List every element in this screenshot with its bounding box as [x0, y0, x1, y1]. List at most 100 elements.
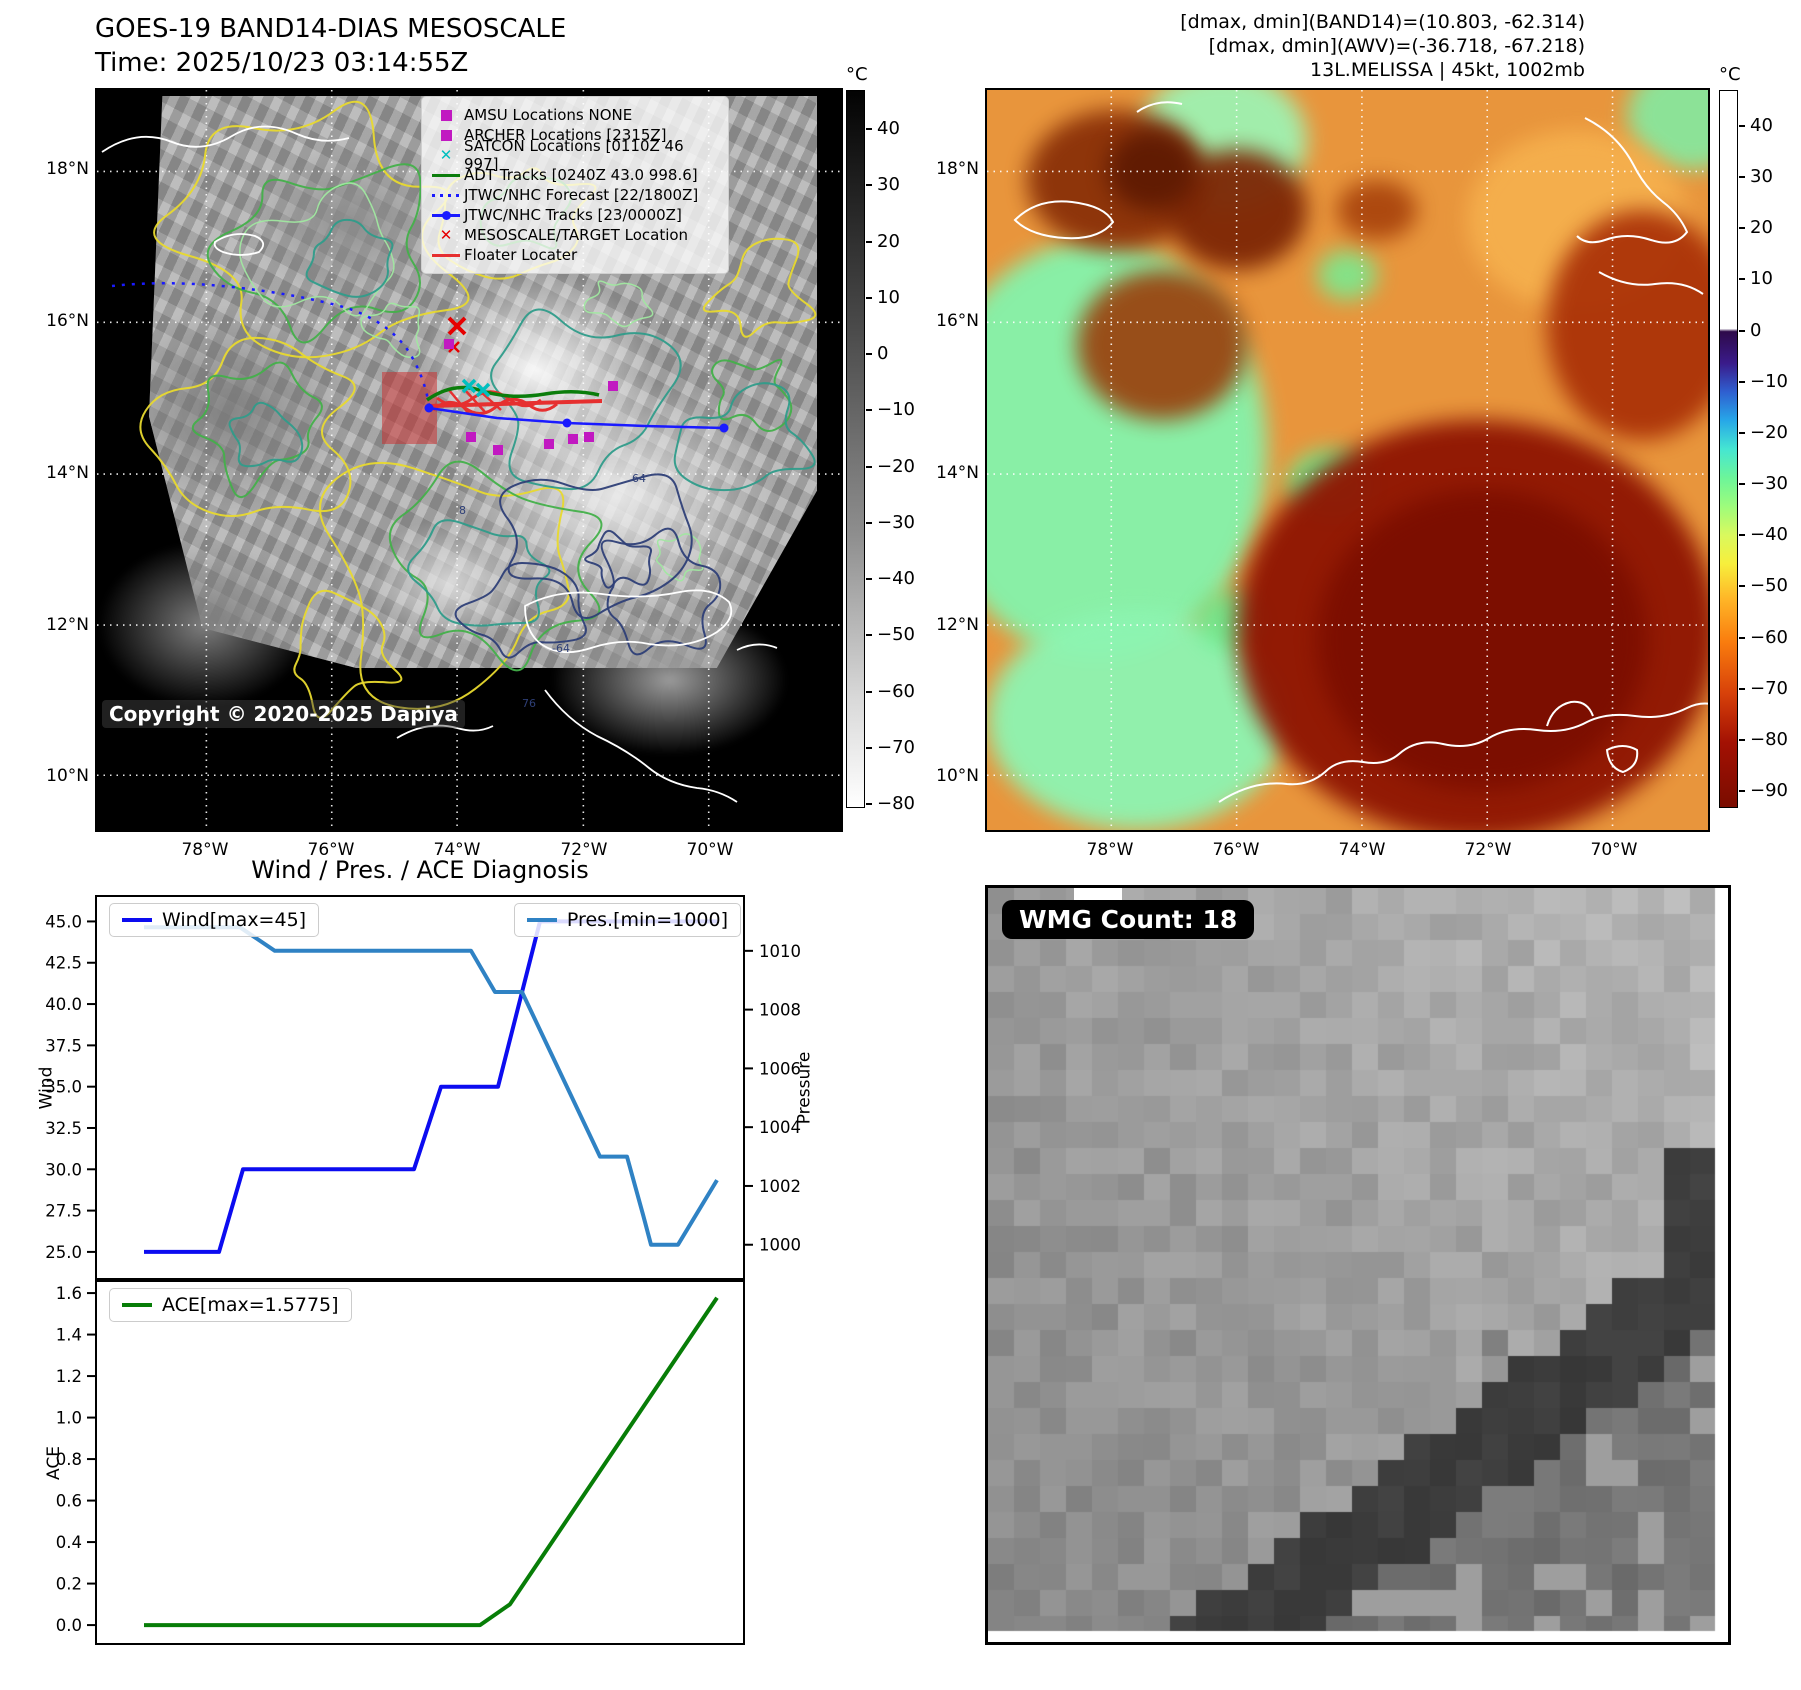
archer-square-marker: [568, 434, 578, 444]
colorbar-tick-label: −20: [1750, 421, 1788, 443]
lat-tick-label: 10°N: [936, 765, 979, 786]
y2-tick-label: 1006: [759, 1059, 801, 1078]
y-tick-label: 0.0: [56, 1616, 82, 1635]
y-tick-label: 0.8: [56, 1450, 82, 1469]
lon-tick-label: 72°W: [560, 840, 608, 860]
header-stats: [dmax, dmin](BAND14)=(10.803, -62.314) […: [900, 10, 1585, 82]
colorbar-tick: [1739, 329, 1745, 332]
contour-label: 76: [522, 697, 536, 710]
y-tick-label: 45.0: [45, 912, 82, 931]
lat-tick-label: 16°N: [46, 310, 89, 331]
colorbar-tick-label: −70: [877, 736, 915, 758]
y-tick-label: 30.0: [45, 1160, 82, 1179]
colorbar-tick: [1739, 380, 1745, 383]
square-legend-marker-icon: [428, 109, 464, 121]
colorbar-tick-label: 30: [1750, 166, 1773, 188]
coastline: [1605, 745, 1639, 774]
contour-label: 8: [459, 504, 466, 517]
contour-line: [655, 533, 704, 582]
x-legend-marker-icon: ✕: [439, 146, 453, 164]
contour-line: [191, 361, 323, 498]
legend-item: ✕ MESOSCALE/TARGET Location: [428, 225, 720, 245]
colorbar-tick-label: −50: [1750, 575, 1788, 597]
colorbar-tick: [866, 578, 872, 580]
colorbar-tick: [1739, 687, 1745, 690]
contour-line: [388, 460, 603, 672]
legend-label: Pres.[min=1000]: [566, 909, 728, 931]
colorbar-tick: [866, 690, 872, 693]
contour-line: [454, 561, 587, 659]
line-legend-marker-icon: [428, 253, 464, 257]
contour-line: [305, 218, 394, 298]
contour-line: [702, 237, 817, 338]
satcon-x-marker: [461, 378, 477, 394]
chart-legend: Wind[max=45]: [109, 903, 320, 937]
y2-tick-label: 1000: [759, 1236, 801, 1255]
colorbar-tick: [866, 240, 872, 243]
band14-colorbar: °C 40 30 20 10 0 −10 −20 −30 −40 −50 −60 −70 −80: [846, 64, 915, 814]
colorbar-tick: [866, 746, 872, 749]
archer-square-marker: [493, 445, 503, 455]
lon-tick-label: 76°W: [1212, 840, 1260, 860]
dmax-awv: [dmax, dmin](AWV)=(-36.718, -67.218): [1208, 35, 1585, 57]
colorbar-tick-label: −50: [877, 624, 915, 646]
wind-pressure-chart: Wind Pressure 45.0 42.5 40.0 37.5 35.0 32.5 30…: [36, 895, 815, 1280]
band14-map-panel: 64 8 -64 76 AMSU Locations NONE ARCHER Locat…: [95, 88, 843, 832]
colorbar-tick: [1739, 534, 1745, 537]
colorbar-tick: [866, 409, 872, 412]
coastline: [524, 589, 733, 654]
y2-tick-label: 1010: [759, 942, 801, 961]
colorbar-tick: [1739, 125, 1745, 127]
colorbar-tick: [1739, 585, 1745, 588]
colorbar-tick: [866, 128, 872, 130]
colorbar-tick-label: 40: [1750, 115, 1773, 136]
colorbar-tick-label: −60: [877, 680, 915, 702]
colorbar-tick-label: 0: [877, 343, 889, 364]
lon-tick-label: 78°W: [181, 840, 229, 860]
coastline: [1013, 200, 1115, 240]
awv-map-panel: [985, 88, 1710, 832]
lon-tick-label: 70°W: [686, 840, 734, 860]
coastline: [544, 689, 738, 803]
colorbar-tick-label: 10: [877, 286, 900, 308]
colorbar-tick: [1739, 227, 1745, 230]
y-tick-label: 0.2: [56, 1575, 82, 1594]
colorbar-tick: [866, 296, 872, 299]
colorbar-tick: [1739, 483, 1745, 486]
lon-tick-label: 78°W: [1086, 840, 1134, 860]
y-tick-label: 35.0: [45, 1078, 82, 1097]
y2-tick-label: 1002: [759, 1177, 801, 1196]
line-legend-marker-icon: [428, 173, 464, 177]
y-tick-label: 1.6: [56, 1284, 82, 1303]
contour-line: [584, 529, 652, 589]
y2-tick-label: 1004: [759, 1118, 801, 1137]
legend-label: ADT Tracks [0240Z 43.0 998.6]: [464, 166, 698, 184]
ir-cloud-blob: [1547, 210, 1708, 440]
colorbar-tick: [1739, 636, 1745, 639]
archer-square-marker: [544, 439, 554, 449]
colorbar-tick-label: −80: [1750, 728, 1788, 750]
legend-label: Wind[max=45]: [162, 909, 307, 931]
coastline: [213, 233, 265, 256]
ir-cloud-blob: [1077, 270, 1247, 420]
legend-item: ✕ SATCON Locations [0110Z 46 997]: [428, 137, 720, 173]
legend-line-icon: [526, 918, 557, 922]
lat-tick-label: 18°N: [46, 158, 89, 179]
colorbar-tick: [866, 465, 872, 468]
colorbar-tick: [1739, 738, 1745, 741]
map-legend: AMSU Locations NONE ARCHER Locations [231…: [421, 96, 729, 274]
colorbar-tick-label: −80: [877, 793, 915, 814]
colorbar-tick-label: −30: [877, 511, 915, 533]
legend-label: MESOSCALE/TARGET Location: [464, 226, 689, 244]
colorbar-tick-label: 20: [877, 230, 900, 252]
colorbar-tick: [866, 353, 872, 355]
lon-tick-label: 76°W: [307, 840, 355, 860]
ir-cloud-blob: [1337, 180, 1417, 240]
colorbar-tick-label: 30: [877, 174, 900, 196]
lat-tick-label: 14°N: [936, 463, 979, 484]
coastline: [101, 125, 350, 153]
colorbar-tick-label: 10: [1750, 268, 1773, 290]
colorbar-tick: [1739, 789, 1745, 792]
colorbar-tick-label: −60: [1750, 626, 1788, 648]
colorbar-tick-label: 0: [1750, 319, 1762, 341]
